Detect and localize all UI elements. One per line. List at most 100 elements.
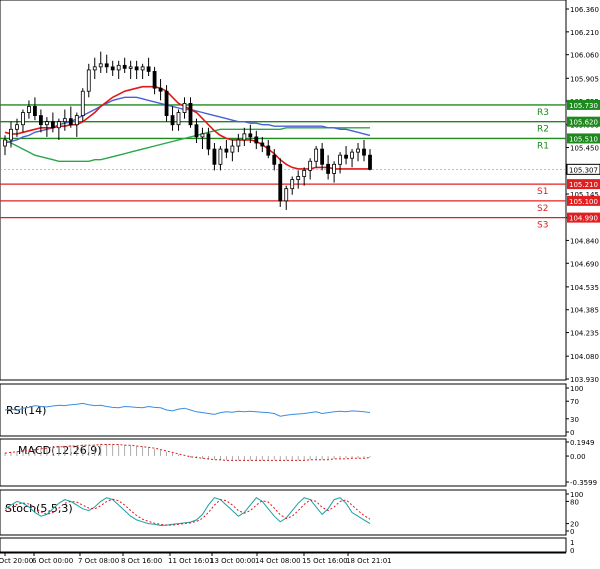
stoch-d-series — [4, 498, 371, 526]
price-tick-label: 105.905 — [570, 75, 599, 83]
candle-body — [140, 66, 145, 71]
stoch-tick-label: 20 — [570, 521, 579, 529]
macd-signal-line — [4, 444, 371, 461]
candle-body — [74, 115, 79, 126]
macd-tick-label: -0.3599 — [570, 479, 597, 487]
level-name-s1: S1 — [537, 187, 548, 197]
candle-body — [296, 176, 301, 180]
level-tag-s3 — [567, 212, 600, 223]
candle-body — [21, 112, 25, 126]
candle-body — [356, 148, 360, 153]
price-tick-label: 106.360 — [570, 6, 599, 14]
candle-body — [206, 133, 211, 150]
level-name-r1: R1 — [537, 141, 549, 151]
time-tick-label: 14 Oct 08:00 — [255, 557, 301, 565]
candle-body — [134, 66, 139, 71]
candle-body — [212, 148, 217, 165]
candle-body — [320, 148, 325, 165]
ma-green-line — [4, 127, 370, 163]
sub-tick-label: 0 — [570, 547, 574, 555]
level-name-r3: R3 — [537, 108, 549, 118]
candle-body — [50, 121, 55, 129]
candle-body — [128, 66, 133, 69]
time-tick-label: 8 Oct 16:00 — [121, 557, 162, 565]
macd-axis: 0.1949 0.00 -0.3599 — [566, 439, 597, 487]
candle-body — [332, 163, 336, 174]
level-tag-label-r2: 105.620 — [569, 119, 598, 127]
candle-body — [230, 145, 235, 153]
price-tick-label: 105.145 — [570, 191, 599, 199]
candle-body — [15, 124, 19, 130]
candle-body — [326, 163, 331, 174]
candle-body — [170, 115, 175, 126]
candle-body — [338, 154, 342, 165]
candle-body — [194, 124, 199, 138]
candle-body — [362, 148, 366, 156]
stoch-label: Stoch(5,5,3) — [5, 502, 73, 515]
candle-body — [44, 121, 49, 126]
candle-body — [164, 90, 169, 116]
macd-signal-series — [4, 444, 371, 461]
pivot-levels: R3 R2 R1 S1 S2 S3 — [0, 104, 566, 231]
price-tick-label: 104.235 — [570, 330, 599, 338]
level-tag-label-s3: 104.990 — [569, 215, 598, 223]
level-tag-s2 — [567, 195, 600, 206]
candle-body — [314, 148, 319, 162]
level-tag-label-s1: 105.210 — [569, 181, 598, 189]
level-tag-r3 — [567, 99, 600, 110]
candle-body — [56, 121, 61, 129]
level-tag-label-r1: 105.510 — [569, 135, 598, 143]
rsi-tick-label: 70 — [570, 398, 579, 406]
level-tag-r1 — [567, 133, 600, 144]
candle-body — [92, 66, 97, 71]
stoch-k-series — [4, 497, 371, 527]
candle-body — [200, 133, 205, 138]
price-tick-label: 104.840 — [570, 237, 599, 245]
level-tag-label-r3: 105.730 — [569, 102, 598, 110]
candle-body — [122, 64, 127, 69]
candle-body — [224, 148, 229, 153]
rsi-panel: RSI(14) 100 70 30 0 — [0, 383, 583, 437]
candle-body — [68, 118, 73, 126]
time-tick-label: 7 Oct 08:00 — [78, 557, 119, 565]
candle-body — [104, 63, 109, 68]
candle-body — [98, 63, 103, 68]
time-tick-label: 6 Oct 00:00 — [32, 557, 73, 565]
candle-body — [254, 136, 259, 144]
rsi-tick-label: 100 — [570, 385, 583, 393]
candle-body — [236, 139, 241, 147]
candle-body — [62, 118, 67, 123]
candle-body — [218, 148, 223, 165]
candle-body — [242, 133, 247, 141]
stoch-tick-label: 80 — [570, 498, 579, 506]
time-tick-label: 18 Oct 21:01 — [346, 557, 392, 565]
candle-body — [3, 139, 7, 147]
candle-body — [176, 112, 181, 126]
candle-body — [152, 71, 157, 89]
candle-body — [308, 160, 313, 171]
sub-panel-axis: 10 — [570, 539, 574, 555]
time-tick-label: 11 Oct 16:01 — [168, 557, 214, 565]
level-tag-label-s2: 105.100 — [569, 198, 598, 206]
candle-body — [272, 154, 277, 165]
candle-body — [39, 115, 43, 126]
current-price-tag: 105.307 — [566, 163, 600, 175]
level-name-s2: S2 — [537, 204, 548, 214]
rsi-tick-label: 0 — [570, 429, 574, 437]
price-tick-label: 103.930 — [570, 376, 599, 384]
level-name-s3: S3 — [537, 221, 548, 231]
candle-body — [146, 66, 151, 72]
level-tag-r2 — [567, 116, 600, 127]
stoch-lines — [4, 497, 371, 527]
macd-histogram — [4, 443, 371, 461]
candle-body — [33, 106, 37, 116]
candle-body — [9, 128, 13, 141]
candle-body — [344, 154, 348, 159]
price-tick-label: 104.385 — [570, 307, 599, 315]
price-tick-label: 104.535 — [570, 284, 599, 292]
candle-body — [116, 64, 121, 71]
time-axis: 5 Oct 20:006 Oct 00:00 7 Oct 08:008 Oct 1… — [0, 552, 566, 565]
time-tick-label: 5 Oct 20:00 — [0, 557, 33, 565]
candle-body — [284, 188, 289, 202]
